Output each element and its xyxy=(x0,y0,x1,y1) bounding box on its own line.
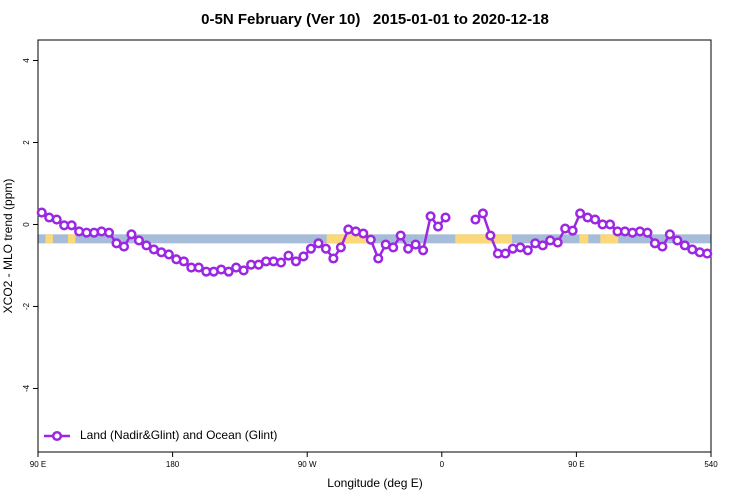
point xyxy=(440,212,451,223)
point xyxy=(702,248,713,259)
point xyxy=(485,230,496,241)
point xyxy=(672,235,683,246)
point xyxy=(605,219,616,230)
chart-title: 0-5N February (Ver 10) 2015-01-01 to 202… xyxy=(201,11,549,28)
point xyxy=(275,257,287,268)
point xyxy=(395,230,406,241)
point xyxy=(118,241,130,252)
y-tick-label: 0 xyxy=(22,222,31,227)
point xyxy=(133,235,144,246)
point xyxy=(358,228,369,239)
y-axis-label: XCO2 - MLO trend (ppm) xyxy=(1,179,15,314)
point xyxy=(305,243,316,254)
point xyxy=(298,251,309,262)
point xyxy=(320,243,331,254)
plot-frame xyxy=(37,39,712,453)
point xyxy=(590,214,601,225)
point xyxy=(575,208,586,219)
point xyxy=(141,240,152,251)
point xyxy=(403,243,414,254)
x-tick-label: 180 xyxy=(166,460,180,469)
point xyxy=(223,266,234,277)
y-tick-label: -2 xyxy=(22,302,31,310)
point xyxy=(470,214,481,225)
y-tick-label: 2 xyxy=(22,140,31,145)
land-band xyxy=(455,234,513,244)
x-tick-label: 540 xyxy=(704,460,718,469)
legend-marker xyxy=(51,430,63,442)
point xyxy=(567,225,578,236)
point xyxy=(388,242,399,253)
point xyxy=(552,237,563,248)
land-band xyxy=(67,234,76,244)
land-band xyxy=(45,234,53,244)
land-band xyxy=(326,234,371,244)
point xyxy=(642,227,653,238)
point xyxy=(500,248,511,259)
point xyxy=(126,229,137,240)
point xyxy=(537,240,548,251)
x-tick-label: 90 E xyxy=(568,460,584,469)
point xyxy=(679,240,690,251)
point xyxy=(522,245,533,256)
land-band xyxy=(600,234,619,244)
point xyxy=(477,208,488,219)
point xyxy=(425,211,436,222)
legend-label: Land (Nadir&Glint) and Ocean (Glint) xyxy=(80,428,277,442)
y-tick-label: -4 xyxy=(22,384,31,392)
point xyxy=(283,250,294,261)
x-axis-label: Longitude (deg E) xyxy=(327,476,422,490)
point xyxy=(365,234,376,245)
land-band xyxy=(579,234,589,244)
point xyxy=(373,253,384,264)
point xyxy=(433,221,444,232)
point xyxy=(335,242,346,253)
point xyxy=(313,238,324,249)
x-tick-label: 90 E xyxy=(30,460,46,469)
point xyxy=(66,220,77,231)
x-tick-label: 90 W xyxy=(298,460,317,469)
point xyxy=(664,229,675,240)
point xyxy=(410,239,421,250)
point xyxy=(290,256,302,267)
point xyxy=(657,241,668,252)
point xyxy=(178,256,189,267)
point xyxy=(328,253,339,264)
point xyxy=(163,249,174,260)
point xyxy=(36,207,47,218)
point xyxy=(51,214,62,225)
point xyxy=(418,245,429,256)
point xyxy=(238,265,249,276)
point xyxy=(193,262,204,273)
y-tick-label: 4 xyxy=(22,58,31,63)
point xyxy=(103,227,115,238)
x-tick-label: 0 xyxy=(440,460,445,469)
